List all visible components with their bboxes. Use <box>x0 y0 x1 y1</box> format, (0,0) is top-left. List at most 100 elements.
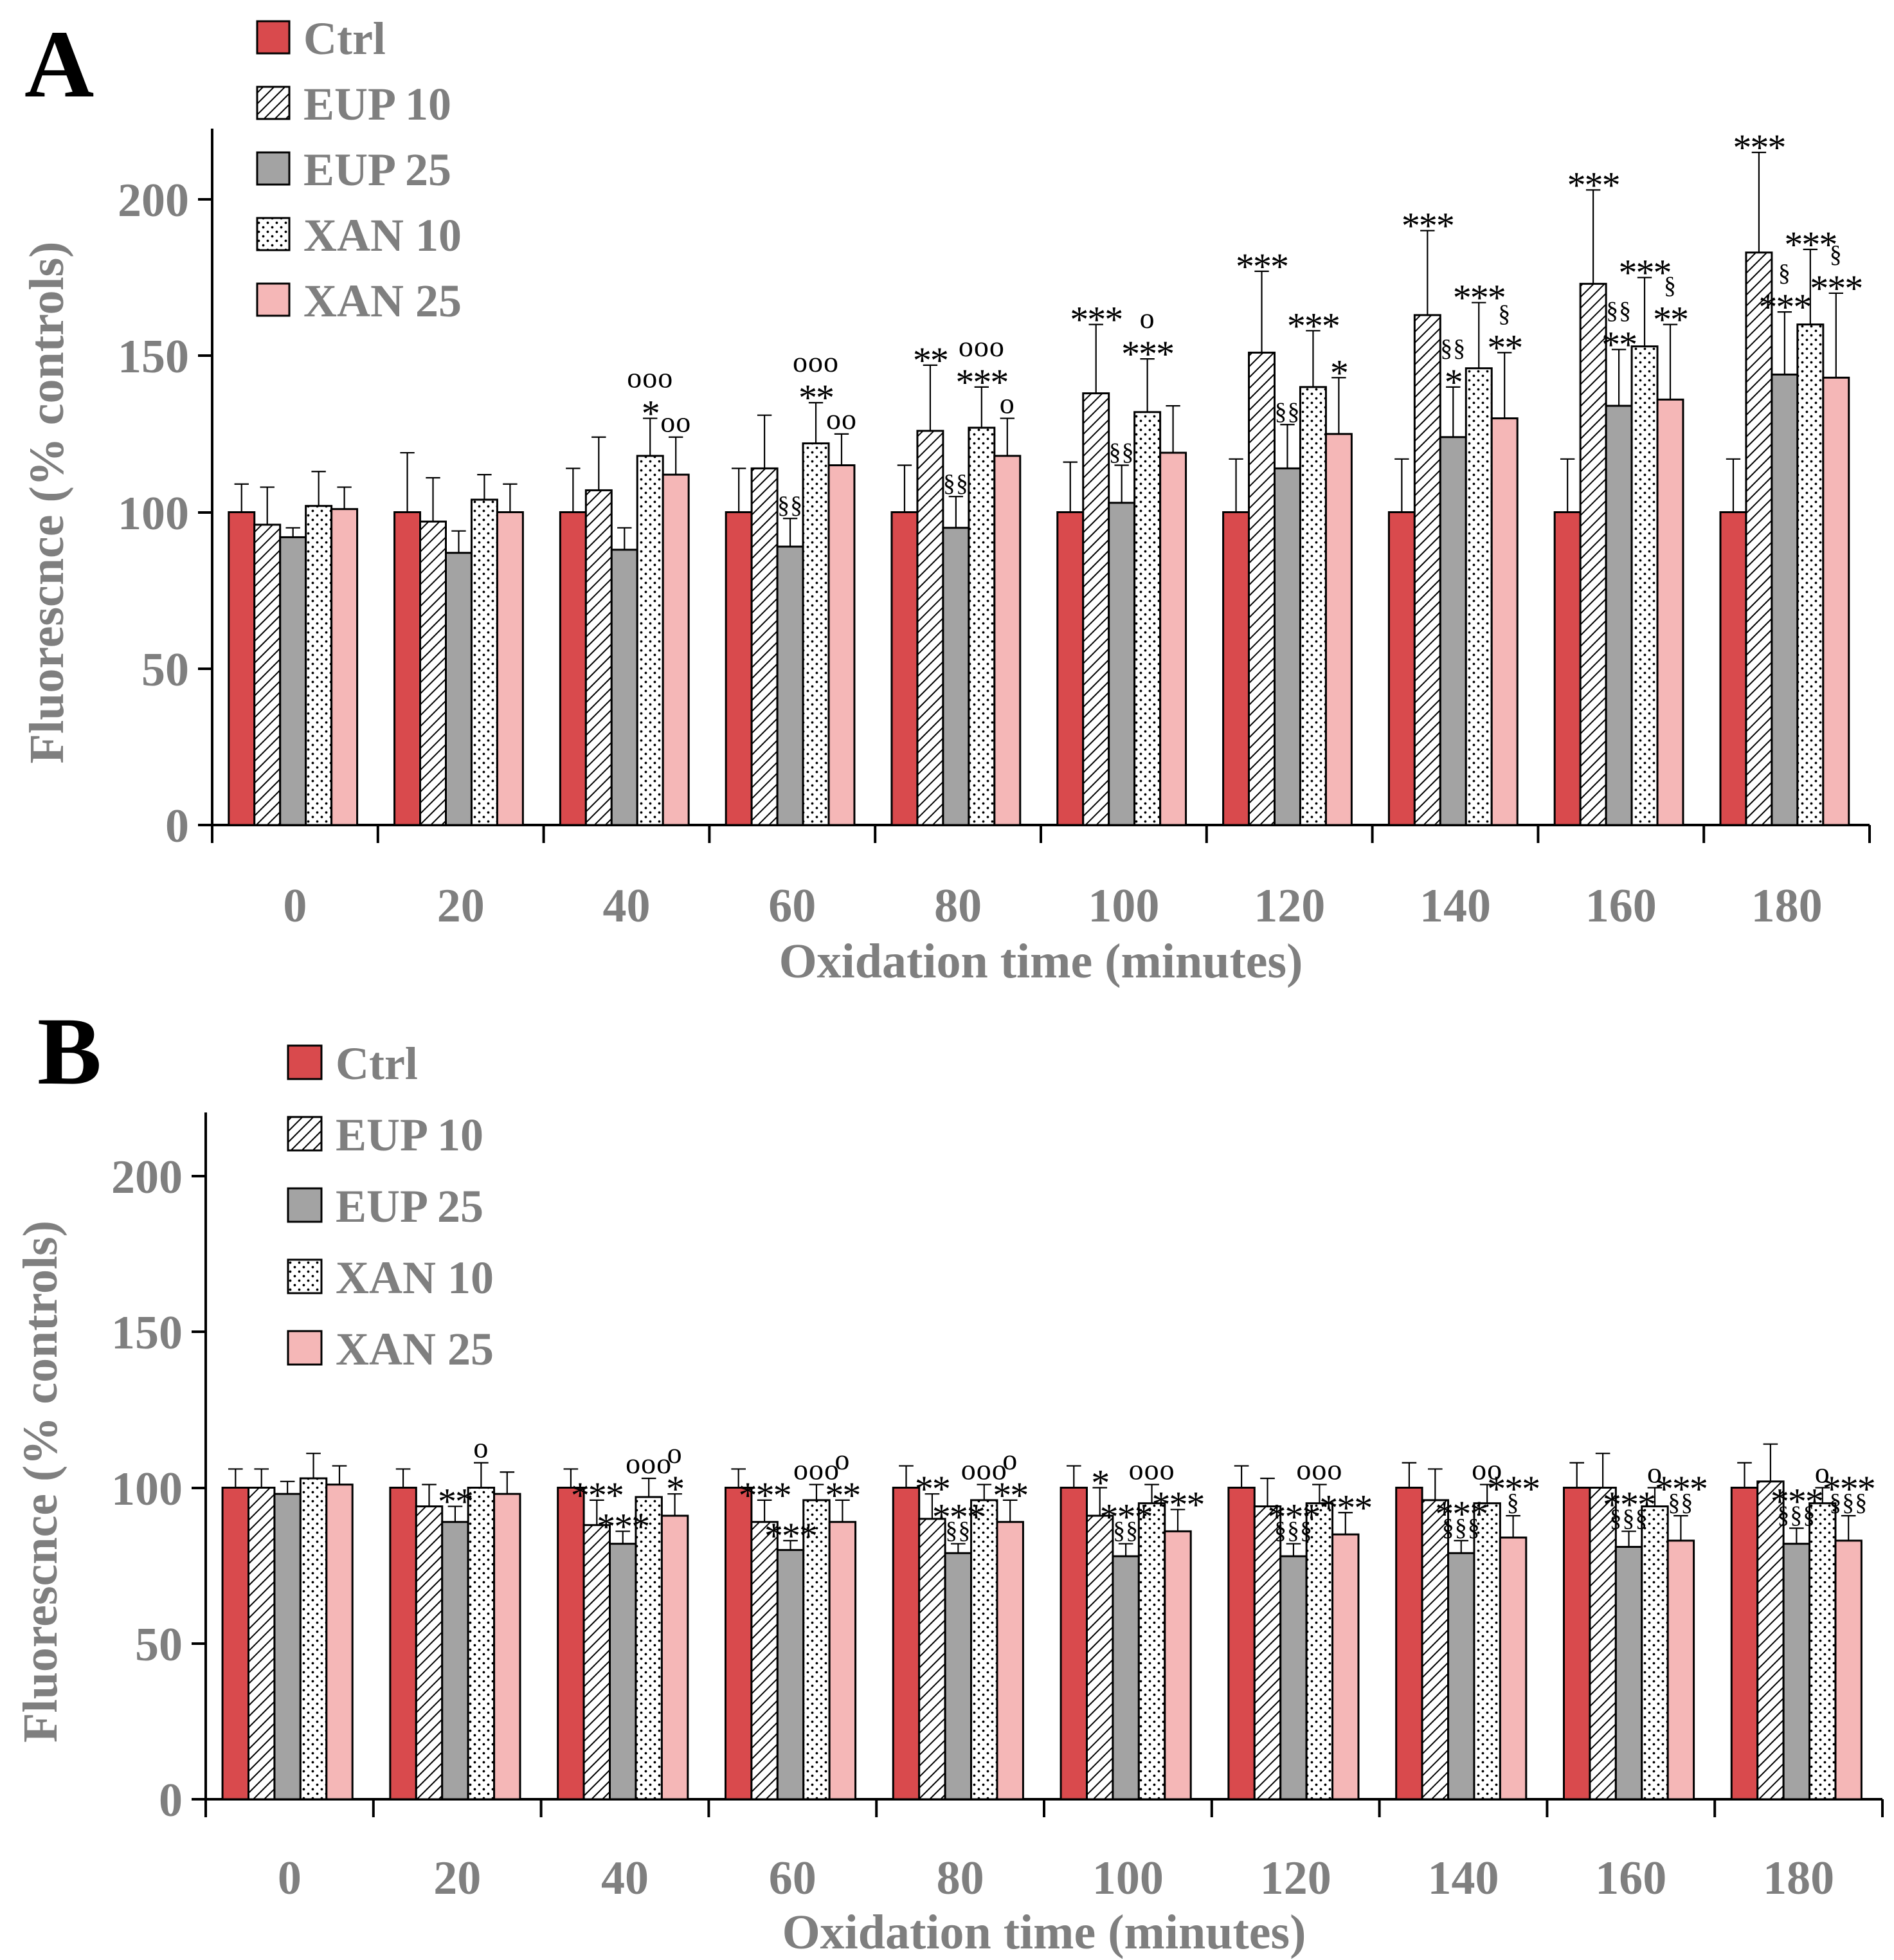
panel-b-significance-mark: o <box>834 1443 850 1476</box>
panel-a-bar-xan25-40 <box>662 473 690 826</box>
panel-b-x-tick-label: 180 <box>1763 1852 1834 1905</box>
panel-a-legend-label-eup10: EUP 10 <box>303 78 451 130</box>
panel-b-bar-eup10-80 <box>918 1518 946 1801</box>
panel-b-significance-mark: o <box>667 1437 683 1469</box>
panel-a-chart: A 0 50 100 150 200 0 20 40 60 80 100 120 140 160 180 Ox… <box>20 11 1871 988</box>
panel-a-significance-mark: oo <box>826 403 857 435</box>
panel-b-significance-mark: *** <box>597 1505 649 1547</box>
panel-b-x-tick-label: 140 <box>1428 1852 1499 1905</box>
panel-a-bar-eup25-40 <box>610 549 638 826</box>
panel-b-bar-xan10-100 <box>1137 1502 1166 1801</box>
panel-b-significance-mark: §§ <box>1668 1489 1693 1516</box>
panel-a-bar-eup10-0 <box>253 523 282 826</box>
panel-b-significance-mark: §§§ <box>1829 1489 1868 1516</box>
panel-b-bar-eup25-0 <box>273 1493 302 1801</box>
panel-a-bar-xan10-120 <box>1299 386 1327 826</box>
panel-a-significance-mark: o <box>1000 387 1015 420</box>
panel-b-y-tick-label: 200 <box>111 1151 183 1204</box>
panel-b-bar-ctrl-20 <box>389 1487 417 1801</box>
panel-b-significance-mark: §§§ <box>1274 1518 1313 1545</box>
panel-b-significance-mark: ooo <box>1129 1453 1175 1486</box>
panel-b-significance-mark: *** <box>764 1515 816 1557</box>
panel-b-x-tick-label: 100 <box>1092 1852 1164 1905</box>
panel-b-legend-label-eup25: EUP 25 <box>336 1181 483 1232</box>
panel-a-bar-eup25-20 <box>444 552 473 826</box>
panel-b-bar-eup10-60 <box>750 1521 779 1801</box>
panel-a-significance-mark: *** <box>1070 299 1122 341</box>
panel-b-significance-mark: *** <box>1603 1484 1655 1525</box>
panel-a-legend-label-eup25: EUP 25 <box>303 144 451 195</box>
panel-b-bar-eup25-140 <box>1447 1552 1475 1801</box>
panel-a-significance-mark: ooo <box>959 330 1005 363</box>
panel-b-legend-label-ctrl: Ctrl <box>336 1038 418 1089</box>
panel-b-bar-xan10-20 <box>467 1487 496 1801</box>
panel-a-bar-xan10-20 <box>470 498 498 826</box>
panel-a-bar-eup10-100 <box>1082 392 1110 826</box>
panel-a-bar-ctrl-20 <box>393 511 422 826</box>
panel-b-legend-swatch-eup25 <box>287 1187 323 1223</box>
panel-a-bar-xan25-160 <box>1656 398 1684 826</box>
panel-b-significance-mark: *** <box>1655 1468 1707 1510</box>
panel-b-significance-mark: *** <box>1771 1480 1823 1522</box>
panel-a-x-tick-label: 60 <box>768 880 816 932</box>
panel-b-significance-mark: o <box>1815 1456 1830 1489</box>
panel-a-bar-eup25-160 <box>1605 404 1633 826</box>
panel-b-bar-ctrl-40 <box>557 1487 585 1801</box>
panel-a-y-tick-label: 200 <box>118 174 189 227</box>
panel-a-significance-mark: o <box>1140 302 1155 334</box>
panel-b-significance-mark: §§ <box>945 1518 971 1545</box>
panel-b-significance-mark: *** <box>1151 1484 1204 1525</box>
panel-b-significance-mark: ooo <box>793 1453 840 1486</box>
panel-b-significance-mark: *** <box>1487 1468 1539 1510</box>
panel-b-y-tick-label: 0 <box>159 1774 183 1827</box>
panel-a-significance-mark: §§ <box>1109 439 1135 466</box>
panel-a-significance-mark: § <box>1498 300 1511 327</box>
panel-b-significance-mark: ooo <box>626 1447 672 1480</box>
panel-b-y-axis-title: Fluorescnce (% controls) <box>14 1220 68 1743</box>
panel-b-significance-mark: §§§ <box>1442 1514 1481 1541</box>
panel-b-significance-mark: o <box>1002 1443 1018 1476</box>
panel-a-bar-ctrl-140 <box>1387 511 1416 826</box>
panel-b-bar-ctrl-120 <box>1227 1487 1256 1801</box>
panel-a-bar-ctrl-120 <box>1222 511 1250 826</box>
panel-a-legend-label-xan10: XAN 10 <box>303 210 462 261</box>
panel-a-significance-mark: ** <box>913 340 948 381</box>
panel-b-x-tick-label: 60 <box>769 1852 816 1905</box>
panel-a-significance-mark: *** <box>1784 224 1836 266</box>
panel-b-bar-eup25-80 <box>944 1552 973 1801</box>
panel-b-bar-xan10-180 <box>1808 1502 1837 1801</box>
panel-b-legend-swatch-ctrl <box>287 1044 323 1080</box>
panel-b-bar-ctrl-0 <box>221 1487 250 1801</box>
panel-a-bar-eup25-140 <box>1439 436 1467 826</box>
panel-a-x-tick-label: 100 <box>1088 880 1159 932</box>
panel-b-bar-xan25-180 <box>1834 1539 1862 1801</box>
panel-b-bar-ctrl-100 <box>1060 1487 1088 1801</box>
panel-a-bar-xan10-40 <box>636 455 664 826</box>
panel-b-significance-mark: * <box>666 1468 683 1510</box>
panel-b-bar-xan10-160 <box>1641 1505 1669 1801</box>
panel-b-legend-swatch-xan10 <box>287 1258 323 1294</box>
panel-a-x-tick-label: 0 <box>283 880 307 932</box>
panel-b-significance-mark: o <box>473 1431 489 1464</box>
panel-b-x-tick-label: 80 <box>937 1852 984 1905</box>
panel-a-y-tick-label: 50 <box>141 644 189 696</box>
panel-a-significance-mark: §§ <box>943 470 969 497</box>
panel-a-significance-mark: §§ <box>1440 335 1466 362</box>
panel-b-x-tick-label: 120 <box>1260 1852 1331 1905</box>
panel-b-significance-mark: *** <box>1823 1468 1875 1510</box>
panel-b-bar-eup10-0 <box>248 1487 276 1801</box>
panel-a-label: A <box>24 11 94 118</box>
panel-a-bar-xan25-80 <box>993 455 1022 826</box>
panel-b-significance-mark: *** <box>1267 1496 1319 1538</box>
panel-a-significance-mark: §§ <box>777 492 803 519</box>
panel-b-bar-eup25-100 <box>1112 1555 1140 1801</box>
panel-a-significance-mark: * <box>1445 361 1462 403</box>
panel-a-bar-xan25-180 <box>1822 376 1850 826</box>
panel-a-legend-swatch-xan25 <box>256 282 291 317</box>
panel-a-y-tick-label: 100 <box>118 487 189 540</box>
panel-a-bar-xan10-140 <box>1465 367 1493 826</box>
panel-b-bar-eup10-120 <box>1253 1505 1282 1801</box>
panel-a-significance-mark: * <box>642 393 659 435</box>
panel-a-bar-xan10-180 <box>1796 323 1825 826</box>
